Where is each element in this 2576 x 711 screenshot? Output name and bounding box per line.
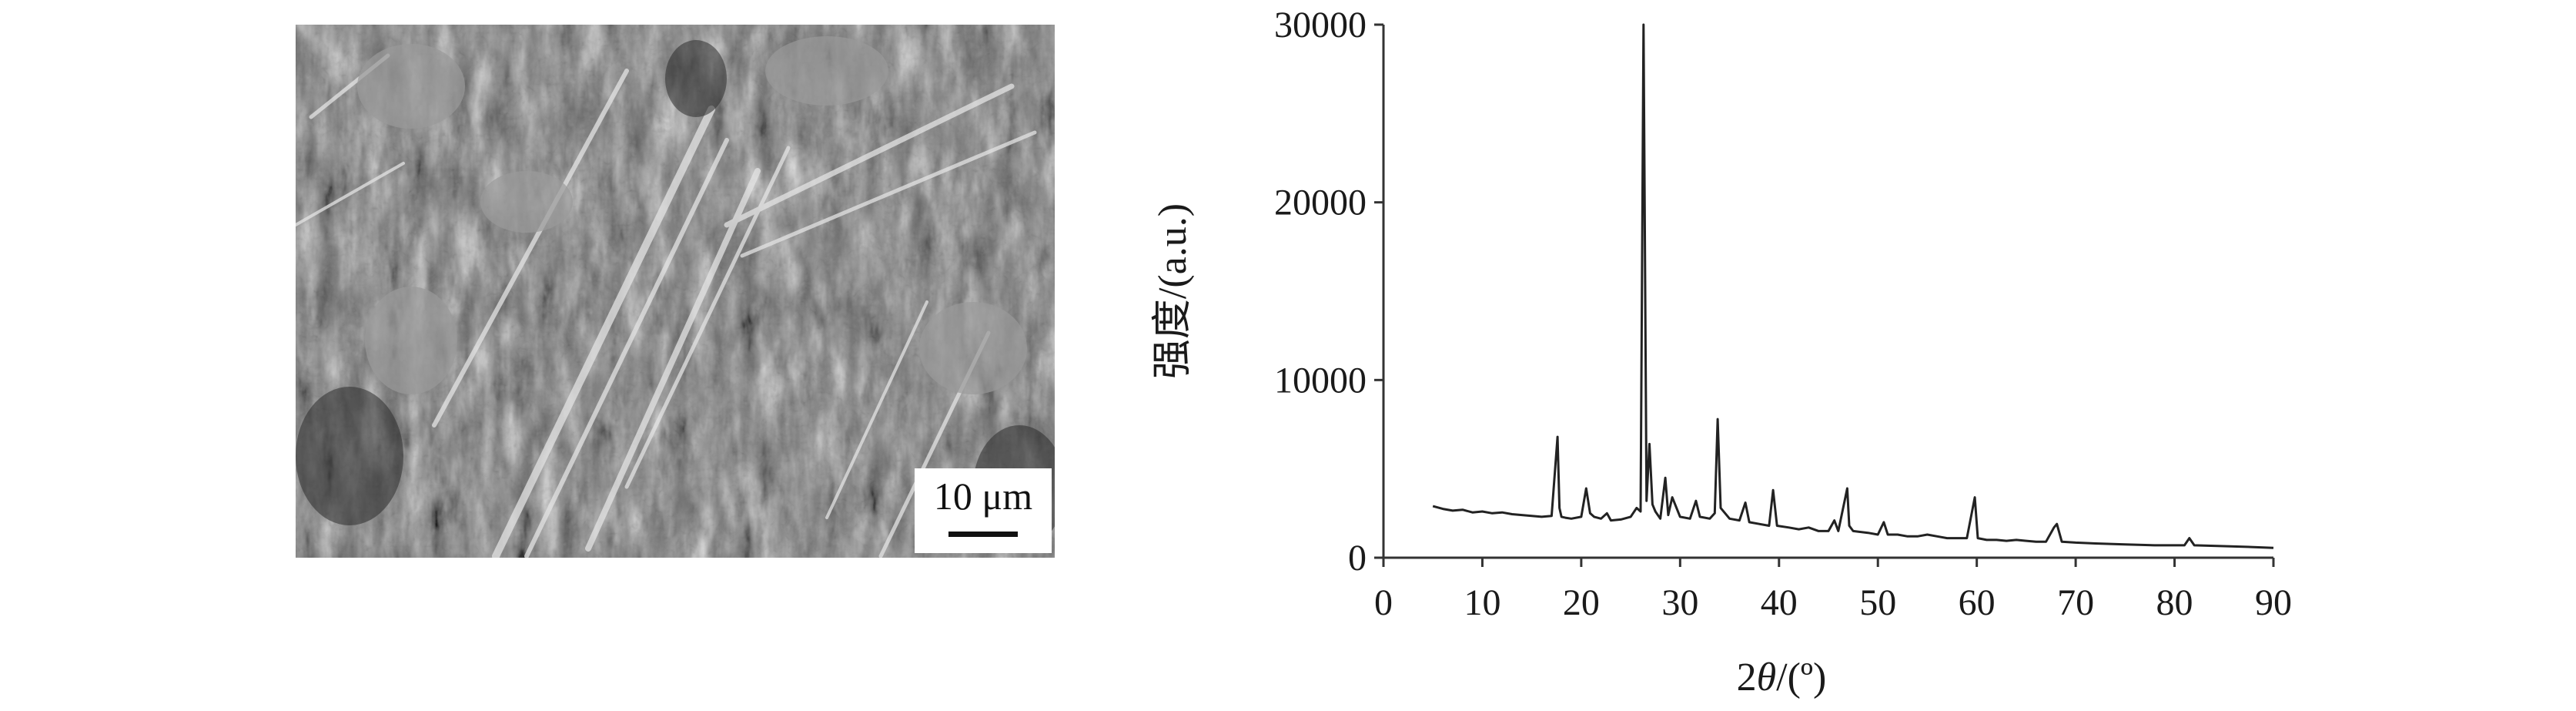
- x-axis-title: 2θ/(º): [1737, 656, 1827, 699]
- plot-area: 0 10000 20000 30000 0 10 20 30 40 50 60 70 80 90: [1274, 5, 2292, 623]
- xrd-pattern-line: [1432, 23, 2274, 549]
- y-tick-label: 20000: [1274, 183, 1367, 223]
- y-tick-label: 10000: [1274, 360, 1367, 401]
- x-tick-label: 30: [1661, 582, 1698, 623]
- xrd-chart: 0 10000 20000 30000 0 10 20 30 40 50 60 70 80 90 强度/(…: [1151, 5, 2292, 699]
- sem-texture: [296, 25, 1055, 558]
- scale-bar-box: 10 μm: [915, 468, 1052, 553]
- x-tick-label: 20: [1563, 582, 1600, 623]
- x-tick-label: 50: [1859, 582, 1896, 623]
- x-tick-label: 10: [1464, 582, 1500, 623]
- x-axis-title-suffix: /(º): [1776, 656, 1826, 699]
- x-axis-title-symbol: θ: [1757, 656, 1777, 699]
- x-tick-label: 40: [1761, 582, 1798, 623]
- x-tick-label: 90: [2255, 582, 2292, 623]
- x-tick-label: 0: [1374, 582, 1393, 623]
- sem-micrograph: 10 μm: [296, 25, 1055, 558]
- y-tick-label: 0: [1348, 538, 1367, 579]
- x-tick-label: 70: [2057, 582, 2094, 623]
- y-axis-title: 强度/(a.u.): [1151, 203, 1195, 379]
- x-tick-label: 60: [1959, 582, 1996, 623]
- y-tick-label: 30000: [1274, 5, 1367, 45]
- scale-bar: [948, 532, 1018, 537]
- scale-bar-label: 10 μm: [933, 475, 1033, 518]
- x-tick-label: 80: [2156, 582, 2193, 623]
- x-axis-title-prefix: 2: [1737, 656, 1757, 699]
